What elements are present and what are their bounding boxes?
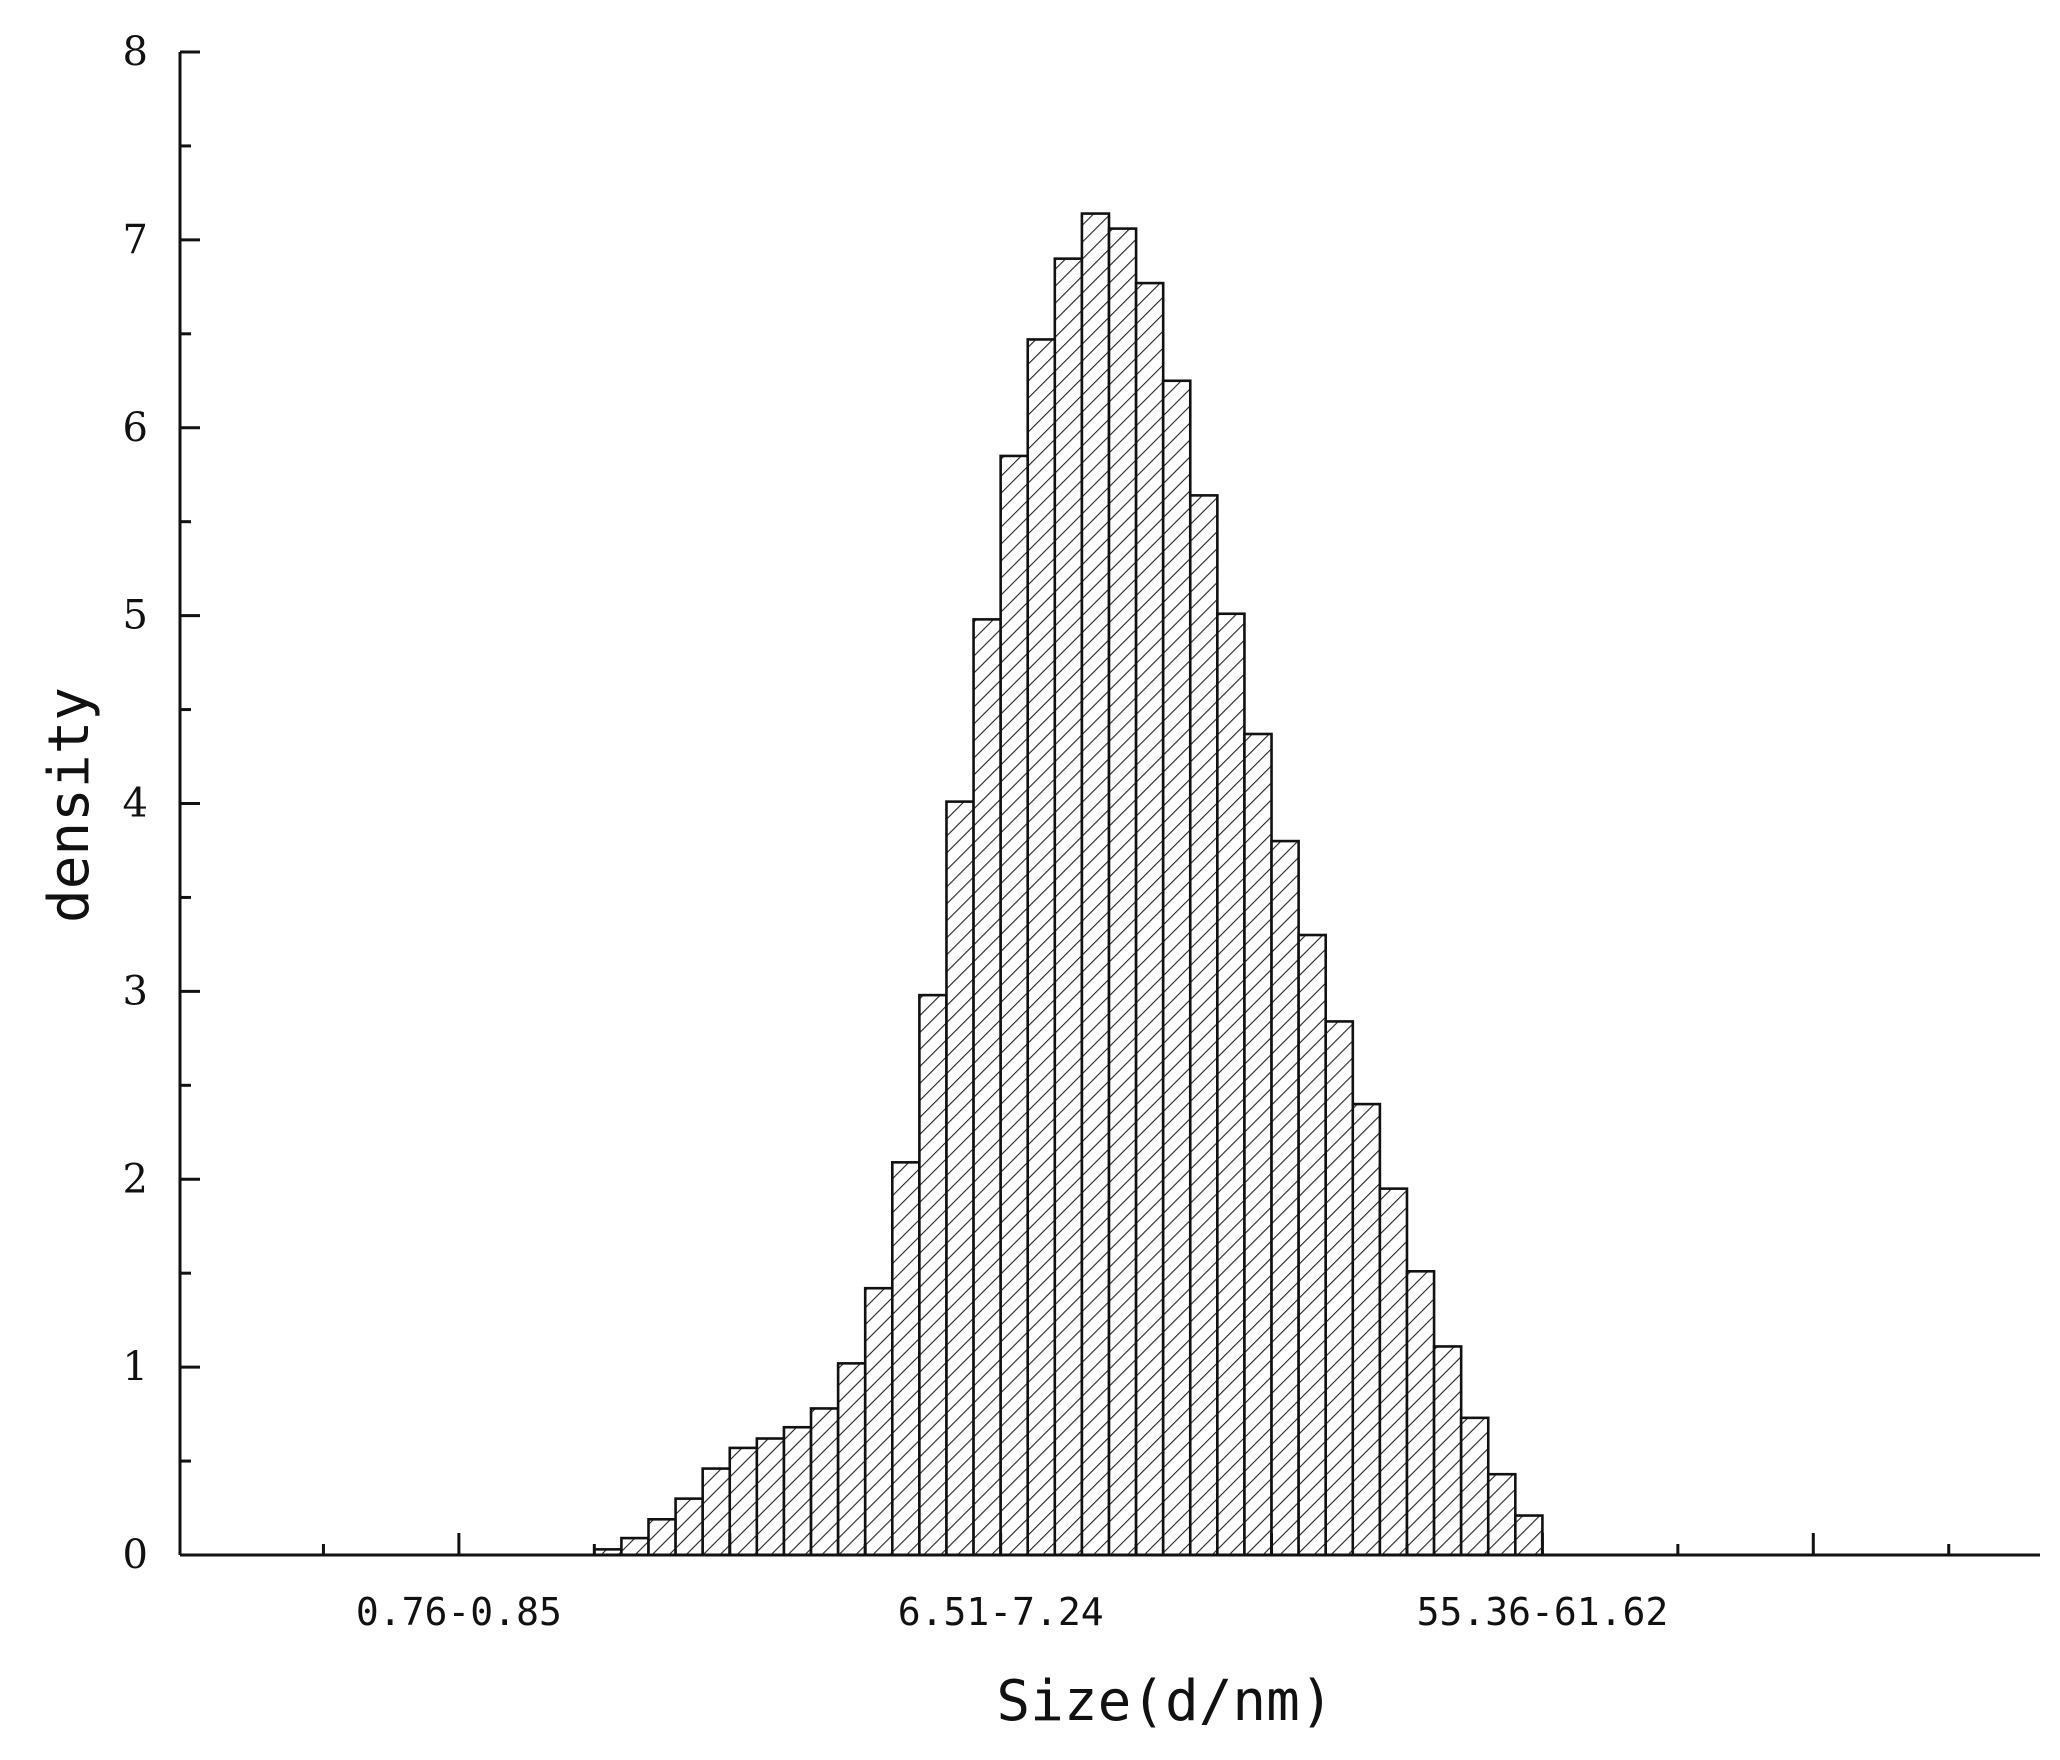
y-tick-label: 1 xyxy=(123,1344,148,1390)
y-tick-label: 6 xyxy=(123,405,148,451)
x-axis-title: Size(d/nm) xyxy=(996,1669,1333,1734)
histogram-bar xyxy=(1026,338,1057,1557)
x-category-label: 6.51-7.24 xyxy=(898,1590,1104,1634)
histogram-bar xyxy=(918,993,948,1557)
histogram-bar xyxy=(728,1446,759,1557)
histogram-bar xyxy=(1161,379,1192,1557)
labels-layer: 0 1 2 3 4 5 6 7 8 0.76-0.85 6.51-7.24 55.36-61.62 xyxy=(123,29,1669,1634)
y-tick-label: 4 xyxy=(123,781,148,827)
histogram-bar xyxy=(674,1497,704,1557)
histogram-bar xyxy=(755,1437,786,1557)
y-tick-label: 2 xyxy=(123,1156,148,1202)
histogram-bar xyxy=(701,1467,732,1557)
histogram-bar xyxy=(1514,1514,1544,1557)
histogram-bar xyxy=(620,1536,650,1557)
histogram-bar xyxy=(1459,1416,1490,1557)
histogram-bar xyxy=(1378,1187,1409,1557)
histogram-bar xyxy=(809,1407,840,1557)
histogram-bar xyxy=(1270,839,1300,1557)
y-axis-title: density xyxy=(37,687,102,923)
histogram-bar xyxy=(836,1362,867,1557)
histogram-bar xyxy=(1297,933,1328,1557)
y-tick-label: 5 xyxy=(123,593,148,639)
histogram-bar xyxy=(1324,1020,1355,1557)
bars-layer xyxy=(593,212,1544,1557)
axes-layer xyxy=(178,50,2040,1557)
histogram-bar xyxy=(1134,281,1165,1557)
y-tick-label: 7 xyxy=(123,217,148,263)
histogram-bar xyxy=(1053,257,1084,1557)
histogram-bar xyxy=(1405,1270,1436,1557)
histogram-bar xyxy=(945,800,975,1557)
histogram-bar xyxy=(890,1161,921,1557)
y-tick-label: 0 xyxy=(123,1532,148,1578)
y-tick-label: 3 xyxy=(123,968,148,1014)
histogram-bar xyxy=(1107,227,1138,1557)
histogram-bar xyxy=(1486,1472,1517,1557)
histogram-bar xyxy=(972,618,1002,1557)
histogram-bar xyxy=(1188,494,1219,1557)
y-tick-label: 8 xyxy=(123,29,148,75)
histogram-bar xyxy=(1216,612,1246,1557)
histogram-bar xyxy=(1080,212,1111,1557)
histogram-bar xyxy=(1243,732,1273,1557)
histogram-bar xyxy=(999,454,1030,1557)
x-category-label: 55.36-61.62 xyxy=(1417,1590,1669,1634)
histogram-bar xyxy=(647,1518,677,1557)
histogram-bar xyxy=(863,1286,894,1557)
histogram-bar xyxy=(782,1425,813,1557)
histogram-bar xyxy=(1351,1102,1382,1557)
histogram-bar xyxy=(1432,1345,1463,1557)
x-category-label: 0.76-0.85 xyxy=(356,1590,562,1634)
